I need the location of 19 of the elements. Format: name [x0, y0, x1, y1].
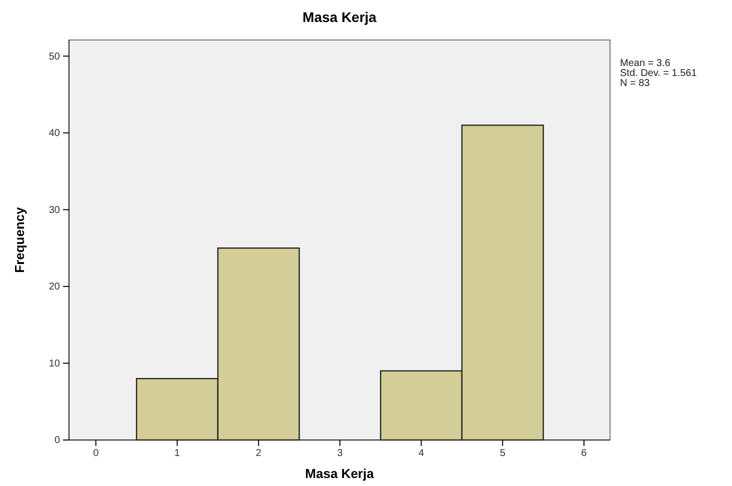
x-tick-label: 2	[256, 448, 262, 460]
x-tick-label: 1	[174, 448, 180, 460]
text: N = 83	[620, 78, 650, 89]
y-tick-label: 30	[48, 204, 60, 216]
text: Std. Dev. = 1.561	[620, 68, 698, 79]
text: Mean = 3.6	[620, 58, 671, 69]
x-tick-label: 6	[581, 448, 588, 460]
y-tick-label: 40	[48, 128, 60, 140]
y-tick-label: 20	[48, 282, 60, 293]
y-tick-label: 10	[48, 358, 60, 370]
y-axis-title: Frequency	[12, 206, 27, 273]
x-axis-title: Masa Kerja	[305, 466, 375, 481]
chart-title: Masa Kerja	[302, 9, 377, 25]
y-tick-label: 50	[48, 51, 60, 62]
y-tick-label: 0	[54, 435, 60, 446]
x-tick-label: 5	[500, 448, 506, 460]
x-tick-label: 3	[337, 448, 344, 460]
x-tick-label: 0	[93, 448, 100, 460]
x-tick-label: 4	[418, 448, 424, 460]
